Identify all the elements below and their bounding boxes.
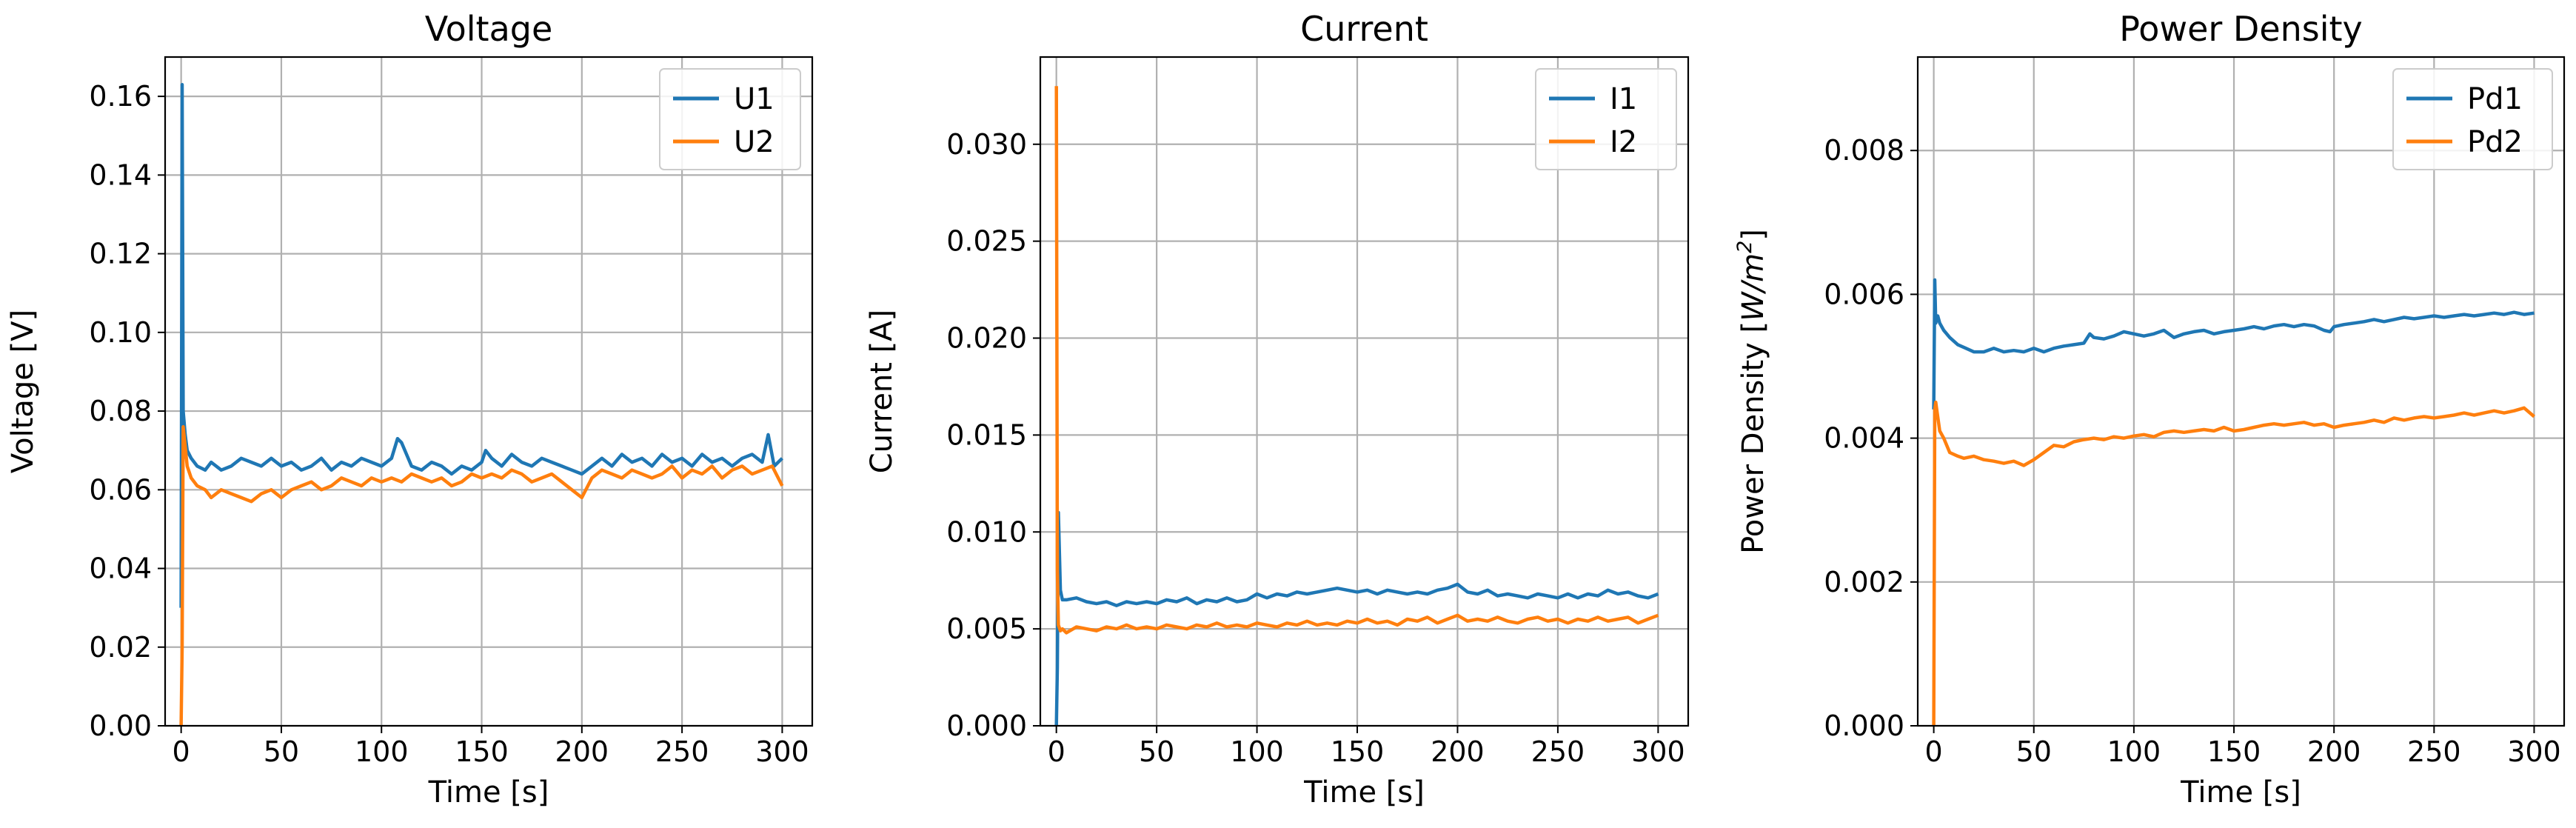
x-tick-label: 200 [2307,735,2361,768]
legend-label-i2: I2 [1610,125,1637,159]
series-line-u1 [179,82,783,608]
y-tick-label: 0.00 [89,710,152,742]
y-tick-label: 0.000 [946,710,1027,742]
legend-label-u2: U2 [734,125,775,159]
y-tick-label: 0.02 [89,631,152,664]
y-tick-label: 0.002 [1824,566,1904,598]
series-line-i2 [1054,86,1659,635]
series-line-u2 [179,425,784,727]
y-tick-label: 0.14 [89,158,152,191]
legend-box [659,68,801,170]
x-tick-label: 200 [555,735,609,768]
y-tick-label: 0.030 [946,128,1027,161]
y-axis-label-suffix: ] [1736,229,1770,241]
y-tick-label: 0.04 [89,552,152,585]
x-tick-label: 250 [1531,735,1585,768]
x-tick-label: 250 [655,735,709,768]
x-tick-label: 150 [1331,735,1385,768]
plot-frame [164,56,814,727]
y-tick-label: 0.004 [1824,422,1904,455]
x-tick-label: 300 [1631,735,1685,768]
chart-panel-1: 0 50 100 150 200 250 300 0.00 0.02 0.04 0.06 0.08 0.… [6,9,814,809]
x-tick-label: 50 [1139,735,1174,768]
x-tick-label: 100 [1230,735,1284,768]
series-line-pd1 [1932,278,2535,410]
x-tick-label: 50 [264,735,299,768]
x-tick-label: 0 [173,735,190,768]
y-axis-label-exponent: 2 [1733,241,1756,253]
y-axis-label: Power Density [W/m2] [1733,229,1770,554]
x-tick-label: 200 [1431,735,1485,768]
legend-label-u1: U1 [734,82,775,116]
x-tick-label: 150 [455,735,509,768]
y-tick-label: 0.015 [946,418,1027,451]
y-tick-label: 0.008 [1824,134,1904,167]
legend-label-pd2: Pd2 [2467,125,2523,159]
x-axis-label: Time [s] [1303,775,1425,809]
y-tick-label: 0.12 [89,238,152,270]
y-tick-label: 0.020 [946,322,1027,355]
y-tick-label: 0.005 [946,612,1027,645]
plot-frame [1916,56,2566,727]
x-tick-label: 100 [2107,735,2161,768]
y-tick-label: 0.010 [946,515,1027,548]
y-tick-label: 0.08 [89,395,152,427]
plot-frame [1039,56,1690,727]
chart-panel-2: 0 50 100 150 200 250 300 0.000 0.005 0.010 0.015 0.… [865,9,1690,809]
y-tick-label: 0.10 [89,316,152,349]
legend-label-pd1: Pd1 [2467,82,2523,116]
y-tick-label: 0.000 [1824,710,1904,742]
panels: 0 50 100 150 200 250 3000.000.020.040.060.080.… [6,9,2566,809]
x-tick-label: 100 [355,735,409,768]
x-tick-label: 50 [2016,735,2052,768]
series-line-pd2 [1932,400,2535,727]
chart-title: Voltage [425,9,553,49]
x-tick-label: 150 [2207,735,2261,768]
x-tick-label: 0 [1925,735,1943,768]
y-axis-label: Voltage [V] [6,310,40,473]
x-tick-label: 250 [2407,735,2461,768]
x-tick-label: 300 [2507,735,2561,768]
chart-panel-3: 0 50 100 150 200 250 300 0.000 0.002 0.004 0.006 0.… [1733,9,2566,809]
chart-title: Current [1300,9,1428,49]
x-axis-label: Time [s] [2180,775,2301,809]
y-axis-label-prefix: Power Density [ [1736,321,1770,554]
chart-title: Power Density [2119,9,2363,49]
y-tick-label: 0.16 [89,80,152,113]
legend-label-i1: I1 [1610,82,1637,116]
y-axis-label: Current [A] [865,310,899,474]
series-line-i1 [1054,510,1659,727]
legend-box [1535,68,1677,170]
x-tick-label: 0 [1048,735,1065,768]
y-axis-label-unit: W/m [1736,253,1770,321]
y-tick-label: 0.006 [1824,278,1904,310]
y-tick-label: 0.025 [946,225,1027,258]
y-tick-label: 0.06 [89,473,152,506]
x-axis-label: Time [s] [428,775,549,809]
legend-box [2392,68,2553,170]
x-tick-label: 300 [755,735,809,768]
